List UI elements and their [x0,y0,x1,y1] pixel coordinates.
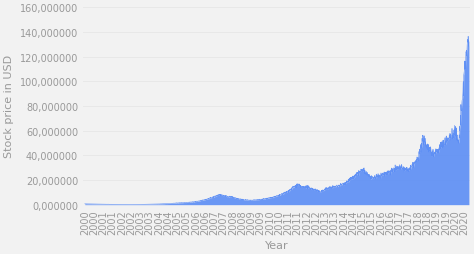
Y-axis label: Stock price in USD: Stock price in USD [4,55,14,158]
X-axis label: Year: Year [264,240,288,250]
